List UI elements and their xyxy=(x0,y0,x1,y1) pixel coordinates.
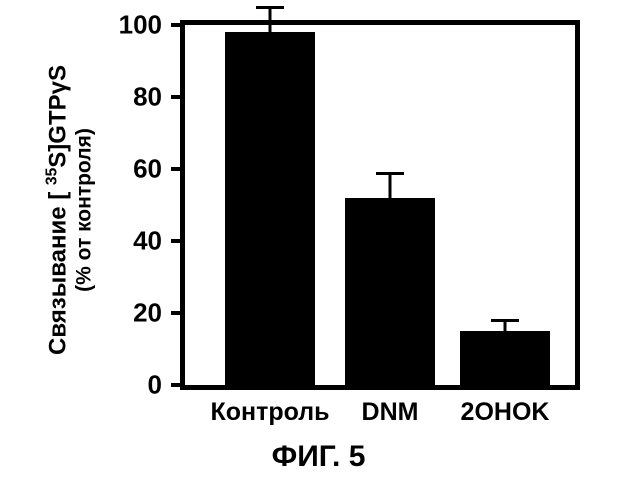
ytick-mark xyxy=(171,239,185,243)
ytick-mark xyxy=(171,95,185,99)
ytick-label: 40 xyxy=(133,226,162,257)
ytick-label: 100 xyxy=(119,10,162,41)
plot-area xyxy=(185,25,575,385)
error-bar-cap xyxy=(491,319,519,322)
bar xyxy=(345,198,435,385)
category-label: Контроль xyxy=(210,398,329,427)
bar xyxy=(225,32,315,385)
ytick-label: 80 xyxy=(133,82,162,113)
figure-root: Связывание [ 35S]GTPγS (% от контроля) Ф… xyxy=(0,0,637,500)
ytick-mark xyxy=(171,383,185,387)
error-bar-cap xyxy=(376,172,404,175)
chart-plot-box xyxy=(180,20,580,390)
ylabel-part1-tail: S]GTPγS xyxy=(45,65,72,168)
ytick-mark xyxy=(171,311,185,315)
ylabel-line2: (% от контроля) xyxy=(72,65,96,355)
ytick-mark xyxy=(171,23,185,27)
error-bar xyxy=(269,7,272,32)
ytick-mark xyxy=(171,167,185,171)
ylabel-part1: Связывание [ xyxy=(45,185,72,355)
ytick-label: 20 xyxy=(133,298,162,329)
bar xyxy=(460,331,550,385)
category-label: DNM xyxy=(362,398,419,427)
error-bar xyxy=(389,173,392,198)
category-label: 2OHOK xyxy=(461,398,550,427)
figure-caption: ФИГ. 5 xyxy=(0,440,637,474)
y-axis-label: Связывание [ 35S]GTPγS (% от контроля) xyxy=(10,30,130,390)
ylabel-sup: 35 xyxy=(44,168,61,185)
ytick-label: 60 xyxy=(133,154,162,185)
ytick-label: 0 xyxy=(148,370,162,401)
error-bar-cap xyxy=(256,6,284,9)
